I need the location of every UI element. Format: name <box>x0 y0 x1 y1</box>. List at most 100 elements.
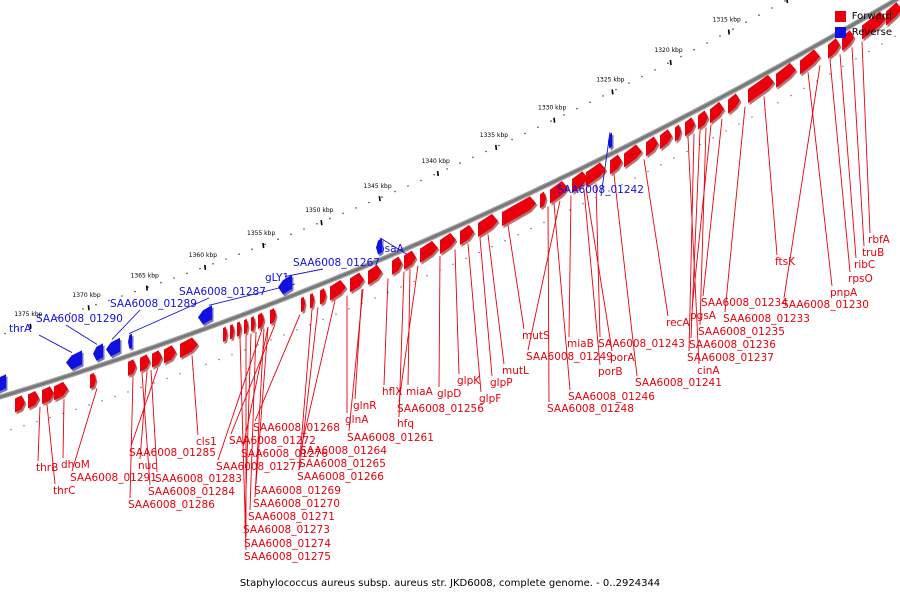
forward-gene[interactable] <box>152 350 162 368</box>
forward-gene-label[interactable]: ftsK <box>775 256 796 268</box>
reverse-gene[interactable] <box>0 374 6 392</box>
forward-gene[interactable] <box>478 213 498 238</box>
forward-gene-label[interactable]: SAA6008_01233 <box>723 313 810 325</box>
forward-gene-label[interactable]: pnpA <box>830 287 858 299</box>
forward-gene-label[interactable]: SAA6008_01234 <box>701 297 788 309</box>
forward-gene[interactable] <box>540 191 546 209</box>
forward-gene-label[interactable]: SAA6008_01230 <box>782 299 869 311</box>
forward-gene-label[interactable]: SAA6008_01241 <box>635 377 722 389</box>
forward-gene-label[interactable]: SAA6008_01265 <box>299 458 386 470</box>
forward-gene[interactable] <box>728 93 740 114</box>
forward-gene-label[interactable]: rbfA <box>868 234 891 246</box>
forward-gene-label[interactable]: hflX <box>382 386 402 398</box>
forward-gene[interactable] <box>180 337 198 358</box>
forward-gene-label[interactable]: glpP <box>490 377 513 389</box>
forward-gene-label[interactable]: SAA6008_01269 <box>254 485 341 497</box>
forward-gene-label[interactable]: SAA6008_01268 <box>253 422 340 434</box>
forward-gene[interactable] <box>368 265 382 285</box>
forward-gene-label[interactable]: rpsO <box>848 273 873 285</box>
forward-gene-label[interactable]: SAA6008_01236 <box>689 339 776 351</box>
forward-gene-label[interactable]: SAA6008_01276 <box>241 448 328 460</box>
reverse-gene-label[interactable]: SAA6008_01290 <box>36 313 123 325</box>
forward-gene-label[interactable]: pgsA <box>690 310 717 322</box>
forward-gene-label[interactable]: recA <box>666 317 690 329</box>
forward-gene[interactable] <box>54 381 68 401</box>
forward-gene-label[interactable]: thrC <box>53 485 75 497</box>
forward-gene[interactable] <box>572 171 588 194</box>
forward-gene-label[interactable]: SAA6008_01286 <box>128 499 215 511</box>
forward-gene[interactable] <box>624 144 642 168</box>
forward-gene[interactable] <box>502 196 536 227</box>
forward-gene[interactable] <box>244 318 248 335</box>
forward-gene[interactable] <box>251 316 255 332</box>
reverse-gene[interactable] <box>106 337 120 357</box>
forward-gene-label[interactable]: SAA6008_01249 <box>526 351 613 363</box>
forward-gene[interactable] <box>310 293 314 309</box>
forward-gene-label[interactable]: SAA6008_01243 <box>598 338 685 350</box>
forward-gene[interactable] <box>800 49 820 75</box>
forward-gene-label[interactable]: SAA6008_01284 <box>148 486 235 498</box>
reverse-gene[interactable] <box>198 305 212 325</box>
forward-gene[interactable] <box>270 308 276 325</box>
reverse-gene-label[interactable]: bsaA <box>378 243 405 255</box>
forward-gene-label[interactable]: dhoM <box>61 459 90 471</box>
forward-gene[interactable] <box>748 74 774 104</box>
forward-gene-label[interactable]: porB <box>598 366 623 378</box>
forward-gene-label[interactable]: SAA6008_01291 <box>70 472 157 484</box>
forward-gene-label[interactable]: glpD <box>437 388 461 400</box>
forward-gene[interactable] <box>320 288 326 305</box>
forward-gene-label[interactable]: mutS <box>522 330 550 342</box>
forward-gene[interactable] <box>460 224 474 246</box>
forward-gene[interactable] <box>230 324 234 340</box>
forward-gene[interactable] <box>392 256 402 275</box>
forward-gene[interactable] <box>90 372 96 389</box>
forward-gene-label[interactable]: SAA6008_01248 <box>547 403 634 415</box>
forward-gene[interactable] <box>550 180 568 204</box>
forward-gene-label[interactable]: SAA6008_01275 <box>244 551 331 563</box>
forward-gene[interactable] <box>698 110 708 130</box>
forward-gene[interactable] <box>440 232 456 255</box>
forward-gene-label[interactable]: glnR <box>353 400 377 412</box>
forward-gene[interactable] <box>685 117 695 137</box>
forward-gene-label[interactable]: SAA6008_01261 <box>347 432 434 444</box>
reverse-gene-label[interactable]: SAA6008_01242 <box>557 184 644 196</box>
forward-gene-label[interactable]: miaB <box>567 338 594 350</box>
reverse-gene-label[interactable]: gLY1 <box>265 272 289 284</box>
forward-gene[interactable] <box>350 272 364 293</box>
forward-gene-label[interactable]: miaA <box>406 386 434 398</box>
forward-gene[interactable] <box>610 154 622 175</box>
forward-gene-label[interactable]: hfq <box>397 418 414 430</box>
forward-gene[interactable] <box>828 38 840 59</box>
reverse-gene[interactable] <box>278 274 292 295</box>
forward-gene[interactable] <box>886 2 900 26</box>
forward-gene-label[interactable]: nuc <box>138 460 157 472</box>
forward-gene-label[interactable]: SAA6008_01283 <box>155 473 242 485</box>
forward-gene-label[interactable]: thrB <box>36 462 58 474</box>
forward-gene-label[interactable]: SAA6008_01237 <box>687 352 774 364</box>
forward-gene[interactable] <box>862 11 886 40</box>
forward-gene[interactable] <box>28 391 39 409</box>
reverse-gene[interactable] <box>128 333 132 349</box>
forward-gene-label[interactable]: SAA6008_01264 <box>300 445 387 457</box>
forward-gene-label[interactable]: SAA6008_01273 <box>243 524 330 536</box>
forward-gene-label[interactable]: porA <box>610 352 635 364</box>
forward-gene[interactable] <box>301 296 305 313</box>
forward-gene-label[interactable]: mutL <box>502 365 529 377</box>
reverse-gene[interactable] <box>66 350 82 370</box>
forward-gene[interactable] <box>675 124 681 142</box>
forward-gene-label[interactable]: SAA6008_01285 <box>129 447 216 459</box>
reverse-gene-label[interactable]: SAA6008_01287 <box>179 286 266 298</box>
forward-gene-label[interactable]: cinA <box>697 365 720 377</box>
forward-gene[interactable] <box>128 359 136 376</box>
forward-gene[interactable] <box>237 321 241 337</box>
forward-gene-label[interactable]: glnA <box>345 414 369 426</box>
forward-gene[interactable] <box>776 62 796 88</box>
forward-gene-label[interactable]: SAA6008_01270 <box>253 498 340 510</box>
forward-gene-label[interactable]: SAA6008_01271 <box>248 511 335 523</box>
forward-gene[interactable] <box>15 395 25 413</box>
forward-gene-label[interactable]: glpK <box>457 375 481 387</box>
forward-gene[interactable] <box>140 354 150 372</box>
forward-gene[interactable] <box>330 280 346 301</box>
reverse-gene-label[interactable]: SAA6008_01289 <box>110 298 197 310</box>
reverse-gene[interactable] <box>93 343 103 361</box>
